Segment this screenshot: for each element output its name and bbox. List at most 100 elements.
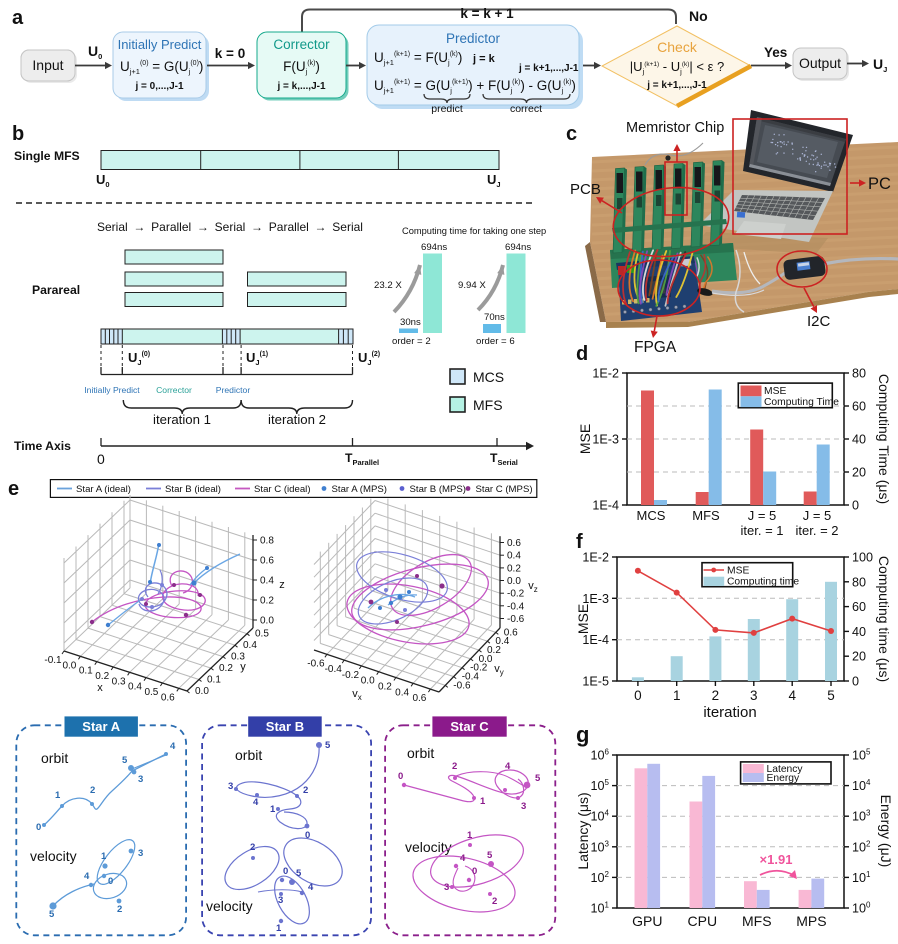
svg-text:0: 0 <box>852 499 859 513</box>
svg-text:b: b <box>12 123 24 145</box>
svg-text:105: 105 <box>591 778 610 793</box>
svg-text:-0.1: -0.1 <box>44 655 62 666</box>
svg-text:0.0: 0.0 <box>479 654 493 665</box>
svg-text:MCS: MCS <box>473 369 504 385</box>
svg-text:1: 1 <box>467 830 473 841</box>
svg-text:0.2: 0.2 <box>487 645 501 656</box>
svg-text:1E-2: 1E-2 <box>592 367 619 381</box>
svg-text:|Uj(k+1)​ - Uj(k)​| < ε ?: |Uj(k+1)​ - Uj(k)​| < ε ? <box>630 59 725 76</box>
svg-text:Computing time: Computing time <box>727 576 799 587</box>
svg-text:40: 40 <box>852 625 866 639</box>
svg-text:0.1: 0.1 <box>207 675 221 686</box>
svg-text:0.2: 0.2 <box>95 671 109 682</box>
svg-text:MFS: MFS <box>692 508 720 523</box>
svg-text:2: 2 <box>250 842 255 853</box>
svg-text:60: 60 <box>852 600 866 614</box>
svg-text:MSE: MSE <box>575 604 591 634</box>
svg-text:3: 3 <box>750 688 758 703</box>
svg-text:-0.4: -0.4 <box>507 601 525 612</box>
svg-text:0: 0 <box>283 866 288 877</box>
svg-text:5: 5 <box>122 755 128 766</box>
svg-text:Star C (MPS): Star C (MPS) <box>476 484 533 495</box>
svg-text:k = 0: k = 0 <box>215 46 245 61</box>
svg-text:Star A: Star A <box>82 719 120 734</box>
svg-text:0: 0 <box>852 675 859 689</box>
svg-text:0.4: 0.4 <box>507 551 521 562</box>
svg-text:104: 104 <box>852 778 871 793</box>
svg-text:4: 4 <box>253 797 259 808</box>
svg-text:Initially Predict: Initially Predict <box>118 37 202 52</box>
svg-text:MSE: MSE <box>577 424 593 454</box>
svg-text:Latency: Latency <box>767 764 804 775</box>
svg-text:iteration 2: iteration 2 <box>268 412 326 427</box>
svg-text:694ns: 694ns <box>421 242 447 253</box>
svg-text:80: 80 <box>852 575 866 589</box>
svg-text:UJ(0): UJ(0) <box>128 350 150 367</box>
svg-text:4: 4 <box>460 853 466 864</box>
svg-text:30ns: 30ns <box>400 317 421 328</box>
svg-text:80: 80 <box>852 367 866 381</box>
svg-text:103: 103 <box>591 839 610 854</box>
svg-text:0.4: 0.4 <box>128 682 142 693</box>
svg-text:104: 104 <box>591 809 610 824</box>
svg-text:correct: correct <box>510 103 542 115</box>
svg-text:order = 2: order = 2 <box>392 336 431 347</box>
svg-text:9.94 X: 9.94 X <box>458 280 486 291</box>
svg-text:Latency (μs): Latency (μs) <box>575 792 591 869</box>
svg-text:No: No <box>689 8 708 24</box>
svg-text:Star B (ideal): Star B (ideal) <box>165 484 221 495</box>
svg-text:60: 60 <box>852 400 866 414</box>
svg-text:×1.91: ×1.91 <box>760 852 793 867</box>
svg-text:4: 4 <box>505 761 511 772</box>
svg-text:5: 5 <box>535 773 541 784</box>
svg-text:0.6: 0.6 <box>161 692 175 703</box>
svg-text:70ns: 70ns <box>484 312 505 323</box>
svg-text:103: 103 <box>852 809 871 824</box>
svg-text:1: 1 <box>673 688 681 703</box>
svg-text:0.6: 0.6 <box>412 693 426 704</box>
svg-text:0.2: 0.2 <box>260 596 274 607</box>
svg-text:Energy: Energy <box>767 773 800 784</box>
svg-text:2: 2 <box>117 904 122 915</box>
svg-text:0.2: 0.2 <box>378 682 392 693</box>
svg-text:0.1: 0.1 <box>79 666 93 677</box>
svg-text:-0.6: -0.6 <box>307 658 325 669</box>
svg-text:Predictor: Predictor <box>446 31 501 46</box>
svg-text:Parareal: Parareal <box>32 283 80 297</box>
svg-text:Check: Check <box>657 39 698 55</box>
svg-text:Star A (MPS): Star A (MPS) <box>332 484 387 495</box>
svg-text:f: f <box>576 531 583 553</box>
svg-text:MCS: MCS <box>637 508 666 523</box>
svg-text:0.4: 0.4 <box>495 636 509 647</box>
svg-text:Input: Input <box>32 57 63 73</box>
svg-text:vy: vy <box>494 663 504 677</box>
svg-text:102: 102 <box>852 839 871 854</box>
svg-text:694ns: 694ns <box>505 242 531 253</box>
svg-text:TParallel: TParallel <box>345 451 379 467</box>
svg-text:order = 6: order = 6 <box>476 336 515 347</box>
svg-text:j = 0,...,J-1: j = 0,...,J-1 <box>134 81 184 92</box>
svg-text:Computing Time (μs): Computing Time (μs) <box>876 374 892 504</box>
svg-text:j = k+1,...,J-1: j = k+1,...,J-1 <box>518 63 579 74</box>
svg-text:Predictor: Predictor <box>216 385 251 395</box>
svg-text:j = k+1,...,J-1: j = k+1,...,J-1 <box>646 80 707 91</box>
svg-text:velocity: velocity <box>206 898 253 914</box>
svg-text:1: 1 <box>276 923 282 934</box>
svg-text:UJ: UJ <box>873 56 887 74</box>
svg-text:UJ: UJ <box>487 172 501 189</box>
svg-text:c: c <box>566 123 577 145</box>
svg-text:4: 4 <box>170 741 176 752</box>
svg-text:0: 0 <box>634 688 642 703</box>
svg-text:Computing Time: Computing Time <box>764 397 839 408</box>
svg-text:Single MFS: Single MFS <box>14 149 80 163</box>
svg-text:-0.4: -0.4 <box>462 672 480 683</box>
svg-text:101: 101 <box>852 870 871 885</box>
svg-text:orbit: orbit <box>235 747 262 763</box>
svg-text:U0: U0 <box>96 172 110 189</box>
svg-text:a: a <box>12 7 24 29</box>
svg-text:1E-3: 1E-3 <box>592 433 619 447</box>
svg-text:y: y <box>240 661 246 673</box>
svg-text:0.6: 0.6 <box>260 556 274 567</box>
svg-text:4: 4 <box>788 688 796 703</box>
svg-text:Initially Predict: Initially Predict <box>84 385 140 395</box>
